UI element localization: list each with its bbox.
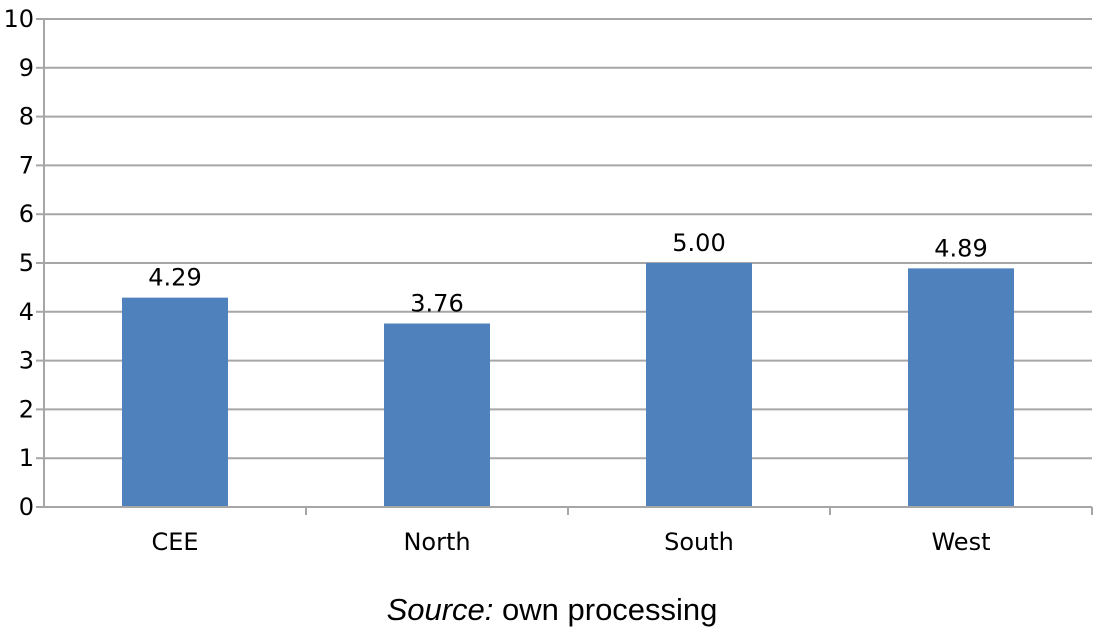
bar-south bbox=[646, 263, 752, 507]
category-label: West bbox=[931, 528, 990, 556]
category-label: North bbox=[403, 528, 470, 556]
bar-north bbox=[384, 323, 490, 507]
y-tick-label: 6 bbox=[19, 200, 34, 228]
y-tick-label: 7 bbox=[19, 151, 34, 179]
source-text: own processing bbox=[493, 592, 718, 627]
data-label: 4.89 bbox=[934, 234, 987, 262]
y-tick-label: 10 bbox=[3, 5, 34, 33]
y-tick-label: 1 bbox=[19, 444, 34, 472]
data-labels: 4.29 3.76 5.00 4.89 bbox=[148, 229, 987, 318]
category-label: CEE bbox=[151, 528, 198, 556]
data-label: 5.00 bbox=[672, 229, 725, 257]
data-label: 3.76 bbox=[410, 290, 463, 318]
source-note: Source: own processing bbox=[0, 592, 1104, 628]
bar-west bbox=[908, 268, 1014, 507]
category-label: South bbox=[664, 528, 734, 556]
data-label: 4.29 bbox=[148, 264, 201, 292]
bar-cee bbox=[122, 297, 228, 507]
bar-chart: 0 1 2 3 4 5 6 7 8 9 10 4.29 3.76 5.00 4.89 CEE North So… bbox=[3, 5, 1093, 556]
y-tick-label: 2 bbox=[19, 395, 34, 423]
y-tick-label: 4 bbox=[19, 298, 34, 326]
y-tick-label: 3 bbox=[19, 347, 34, 375]
source-label: Source: bbox=[386, 592, 494, 627]
y-tick-label: 5 bbox=[19, 249, 34, 277]
y-tick-label: 9 bbox=[19, 54, 34, 82]
bars bbox=[122, 263, 1014, 507]
y-tick-label: 0 bbox=[19, 493, 34, 521]
y-axis-ticks: 0 1 2 3 4 5 6 7 8 9 10 bbox=[3, 5, 34, 521]
x-axis-categories: CEE North South West bbox=[151, 528, 990, 556]
y-tick-label: 8 bbox=[19, 103, 34, 131]
